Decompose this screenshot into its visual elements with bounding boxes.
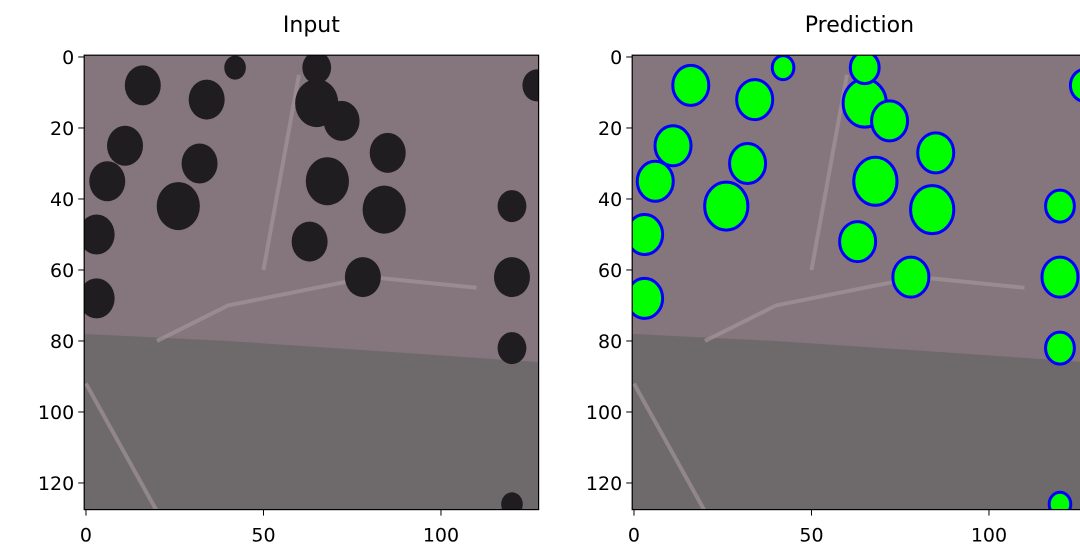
tree-mask <box>737 80 773 120</box>
tree <box>189 80 225 120</box>
tree-mask <box>730 143 766 183</box>
tree-mask <box>1042 257 1078 297</box>
y-tick-label: 100 <box>38 402 74 424</box>
tree <box>107 126 143 166</box>
y-tick-label: 80 <box>598 331 622 353</box>
tree-mask <box>705 182 748 230</box>
tree-mask <box>673 65 709 105</box>
y-tick-label: 80 <box>50 331 74 353</box>
tree <box>302 52 331 84</box>
image <box>627 52 1080 517</box>
image <box>79 52 552 517</box>
tree <box>89 161 125 201</box>
tree-mask <box>655 126 691 166</box>
y-tick-label: 40 <box>598 189 622 211</box>
y-tick-label: 60 <box>598 260 622 282</box>
tree <box>182 143 218 183</box>
x-tick-label: 0 <box>628 525 640 547</box>
page: Input 0 50 100 0 20 40 60 80 100 120 Prediction 0 50 1… <box>0 0 1080 556</box>
tree-mask <box>1046 332 1075 364</box>
tree-mask <box>1046 190 1075 222</box>
y-tick-label: 0 <box>610 47 622 69</box>
field-region <box>82 334 540 512</box>
field-region <box>630 334 1080 512</box>
tree <box>125 65 161 105</box>
tree-mask <box>850 52 879 84</box>
tree <box>345 257 381 297</box>
x-tick-label: 50 <box>799 525 823 547</box>
x-tick-label: 50 <box>251 525 275 547</box>
tree-mask <box>854 157 897 205</box>
tree-mask <box>872 101 908 141</box>
y-tick-label: 120 <box>38 473 74 495</box>
tree-mask <box>840 222 876 262</box>
axes-title: Input <box>283 13 340 38</box>
tree <box>224 56 246 80</box>
tree-mask <box>918 133 954 173</box>
x-tick-label: 100 <box>423 525 459 547</box>
tree <box>498 190 527 222</box>
tree <box>306 157 349 205</box>
tree <box>522 69 551 101</box>
tree <box>292 222 328 262</box>
tree-mask <box>637 161 673 201</box>
tree <box>157 182 200 230</box>
y-tick-label: 120 <box>586 473 622 495</box>
x-tick-label: 100 <box>971 525 1007 547</box>
tree-mask <box>911 186 954 234</box>
y-tick-label: 20 <box>50 118 74 140</box>
y-tick-label: 100 <box>586 402 622 424</box>
tree <box>494 257 530 297</box>
tree-mask <box>772 56 794 80</box>
tree <box>363 186 406 234</box>
tree <box>501 492 523 516</box>
y-tick-label: 40 <box>50 189 74 211</box>
tree <box>498 332 527 364</box>
tree <box>324 101 360 141</box>
axes-title: Prediction <box>805 13 914 38</box>
tree <box>370 133 406 173</box>
tree-mask <box>1049 492 1071 516</box>
y-tick-label: 60 <box>50 260 74 282</box>
y-tick-label: 0 <box>62 47 74 69</box>
figure: Input 0 50 100 0 20 40 60 80 100 120 Prediction 0 50 1… <box>0 0 1080 556</box>
tree-mask <box>893 257 929 297</box>
x-tick-label: 0 <box>80 525 92 547</box>
y-tick-label: 20 <box>598 118 622 140</box>
